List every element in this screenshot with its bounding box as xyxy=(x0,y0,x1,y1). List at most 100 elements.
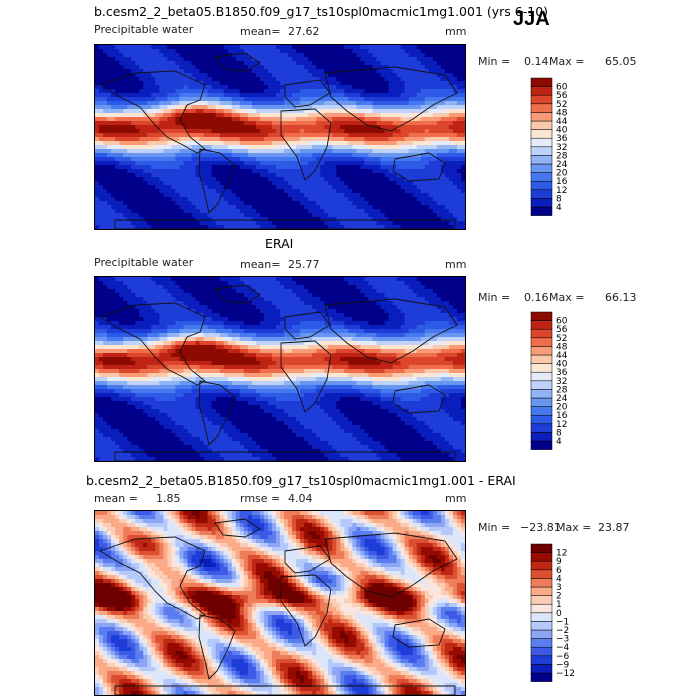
field-cell xyxy=(452,53,458,58)
field-cell xyxy=(396,121,402,126)
field-cell xyxy=(191,101,196,106)
field-cell xyxy=(368,153,373,158)
field-cell xyxy=(259,193,265,198)
field-cell xyxy=(175,45,180,50)
field-cell xyxy=(452,97,458,102)
field-cell xyxy=(123,141,128,146)
field-cell xyxy=(275,277,281,282)
field-cell xyxy=(211,137,217,142)
field-cell xyxy=(396,181,402,186)
field-cell xyxy=(436,137,442,142)
field-cell xyxy=(155,137,160,142)
field-cell xyxy=(175,77,180,82)
field-cell xyxy=(460,137,465,142)
field-cell xyxy=(267,197,273,202)
field-cell xyxy=(247,61,253,66)
field-cell xyxy=(179,101,184,106)
panel2-max-value: 66.13 xyxy=(605,291,637,304)
field-cell xyxy=(271,137,277,142)
field-cell xyxy=(231,157,237,162)
field-cell xyxy=(119,301,124,306)
field-cell xyxy=(259,101,265,106)
field-cell xyxy=(440,201,446,206)
field-cell xyxy=(263,177,269,182)
field-cell xyxy=(376,293,381,298)
field-cell xyxy=(271,293,277,298)
field-cell xyxy=(328,169,333,174)
field-cell xyxy=(163,45,168,50)
field-cell xyxy=(344,113,349,118)
field-cell xyxy=(195,149,200,154)
field-cell xyxy=(123,217,128,222)
field-cell xyxy=(215,197,221,202)
field-cell xyxy=(360,77,365,82)
field-cell xyxy=(271,193,277,198)
field-cell xyxy=(159,297,164,302)
field-cell xyxy=(259,105,265,110)
field-cell xyxy=(332,73,337,78)
field-cell xyxy=(280,125,285,130)
field-cell xyxy=(275,173,281,178)
field-cell xyxy=(259,285,265,290)
field-cell xyxy=(151,277,156,282)
field-cell xyxy=(420,277,426,282)
field-cell xyxy=(239,305,245,310)
field-cell xyxy=(227,181,233,186)
field-cell xyxy=(111,61,116,66)
field-cell xyxy=(191,133,196,138)
field-cell xyxy=(99,181,104,186)
field-cell xyxy=(436,197,442,202)
field-cell xyxy=(280,129,285,134)
field-cell xyxy=(424,65,430,70)
field-cell xyxy=(179,145,184,150)
field-cell xyxy=(368,221,373,226)
field-cell xyxy=(235,45,241,50)
field-cell xyxy=(368,121,373,126)
field-cell xyxy=(292,65,297,70)
field-cell xyxy=(275,81,281,86)
field-cell xyxy=(179,217,184,222)
colorbar-segment xyxy=(530,103,553,113)
field-cell xyxy=(95,85,100,90)
field-cell xyxy=(448,185,454,190)
field-cell xyxy=(348,149,353,154)
field-cell xyxy=(392,89,398,94)
field-cell xyxy=(304,81,309,86)
field-cell xyxy=(159,277,164,282)
field-cell xyxy=(352,169,357,174)
field-cell xyxy=(167,113,172,118)
field-cell xyxy=(203,97,209,102)
field-cell xyxy=(247,125,253,130)
field-cell xyxy=(448,225,454,229)
field-cell xyxy=(243,165,249,170)
field-cell xyxy=(444,125,450,130)
field-cell xyxy=(448,69,454,74)
field-cell xyxy=(316,121,321,126)
field-cell xyxy=(380,209,385,214)
field-cell xyxy=(444,213,450,218)
field-cell xyxy=(231,129,237,134)
field-cell xyxy=(139,113,144,118)
field-cell xyxy=(372,121,377,126)
field-cell xyxy=(392,117,398,122)
field-cell xyxy=(424,181,430,186)
field-cell xyxy=(115,57,120,62)
field-cell xyxy=(400,109,406,114)
field-cell xyxy=(263,129,269,134)
field-cell xyxy=(223,281,229,286)
field-cell xyxy=(111,301,116,306)
field-cell xyxy=(139,153,144,158)
field-cell xyxy=(300,113,305,118)
field-cell xyxy=(191,57,196,62)
field-cell xyxy=(324,301,329,306)
field-cell xyxy=(384,193,389,198)
field-cell xyxy=(312,197,317,202)
field-cell xyxy=(167,153,172,158)
field-cell xyxy=(199,221,204,226)
field-cell xyxy=(324,153,329,158)
field-cell xyxy=(320,209,325,214)
field-cell xyxy=(436,149,442,154)
field-cell xyxy=(364,297,369,302)
field-cell xyxy=(436,53,442,58)
field-cell xyxy=(440,77,446,82)
